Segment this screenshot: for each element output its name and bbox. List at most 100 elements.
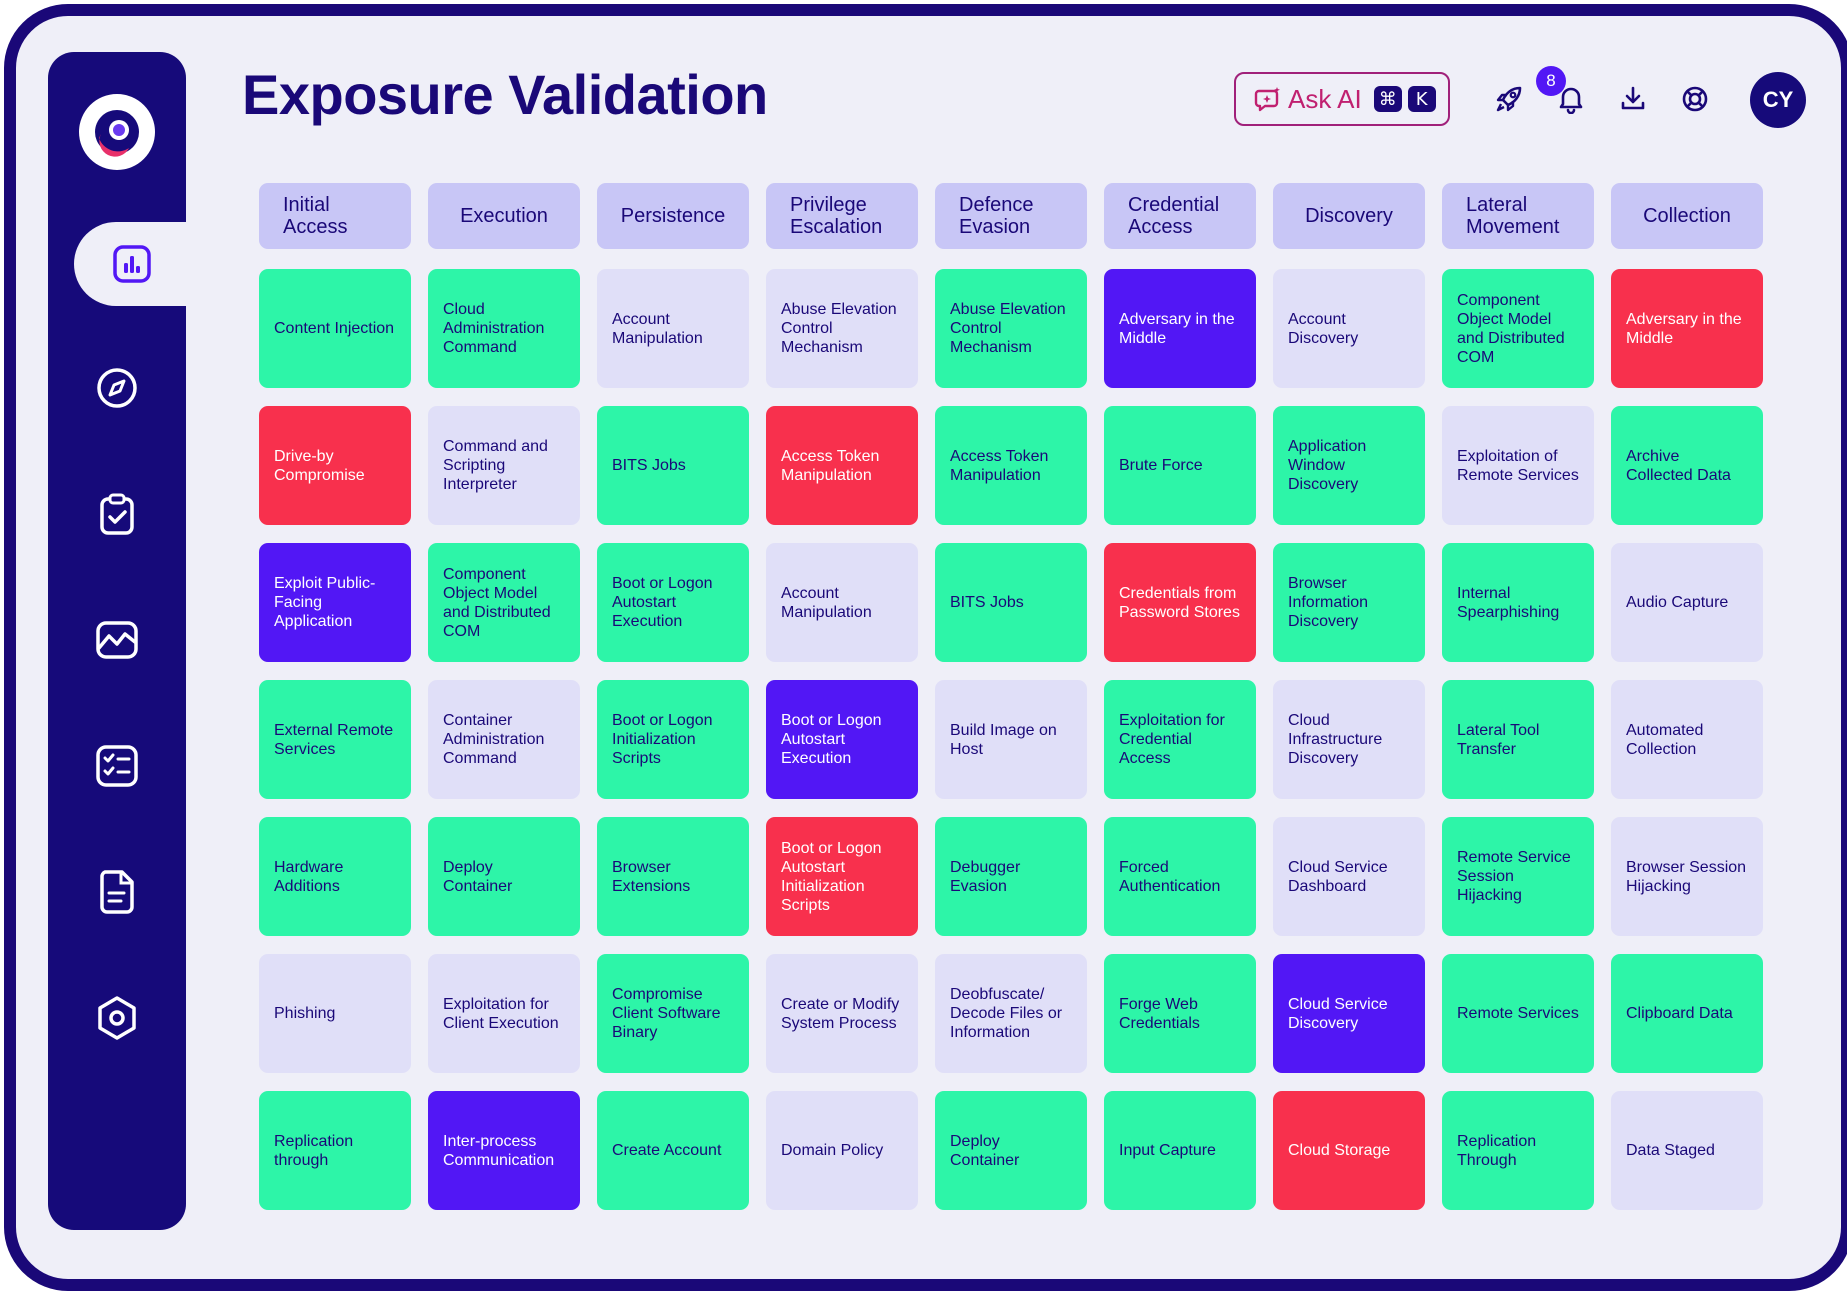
tactic-header[interactable]: Discovery bbox=[1273, 183, 1425, 249]
logo-icon bbox=[79, 94, 155, 170]
technique-cell[interactable]: Boot or Logon Autostart Execution bbox=[597, 543, 749, 662]
technique-cell[interactable]: Content Injection bbox=[259, 269, 411, 388]
technique-cell[interactable]: Browser Information Discovery bbox=[1273, 543, 1425, 662]
technique-cell[interactable]: Container Administration Command bbox=[428, 680, 580, 799]
technique-cell[interactable]: Access Token Manipulation bbox=[935, 406, 1087, 525]
ask-ai-label: Ask AI bbox=[1288, 84, 1362, 115]
technique-cell[interactable]: Account Manipulation bbox=[766, 543, 918, 662]
technique-cell[interactable]: Inter-process Communication bbox=[428, 1091, 580, 1210]
technique-cell[interactable]: Exploitation for Credential Access bbox=[1104, 680, 1256, 799]
ask-ai-button[interactable]: Ask AI ⌘ K bbox=[1234, 72, 1450, 126]
technique-cell[interactable]: Drive-by Compromise bbox=[259, 406, 411, 525]
technique-cell[interactable]: Cloud Service Discovery bbox=[1273, 954, 1425, 1073]
technique-cell[interactable]: Application Window Discovery bbox=[1273, 406, 1425, 525]
technique-cell[interactable]: Create Account bbox=[597, 1091, 749, 1210]
tactic-header[interactable]: Initial Access bbox=[259, 183, 411, 249]
technique-cell[interactable]: Cloud Infrastructure Discovery bbox=[1273, 680, 1425, 799]
shortcut-key-cmd: ⌘ bbox=[1374, 86, 1402, 112]
help-button[interactable] bbox=[1674, 78, 1716, 120]
technique-cell[interactable]: Account Discovery bbox=[1273, 269, 1425, 388]
technique-cell[interactable]: Replication Through bbox=[1442, 1091, 1594, 1210]
user-avatar[interactable]: CY bbox=[1750, 72, 1806, 128]
tactic-column: Lateral Movement Component Object Model a… bbox=[1442, 183, 1594, 1228]
technique-cell[interactable]: Browser Extensions bbox=[597, 817, 749, 936]
line-chart-icon bbox=[95, 618, 139, 662]
technique-cell[interactable]: Exploitation for Client Execution bbox=[428, 954, 580, 1073]
technique-cell[interactable]: Data Staged bbox=[1611, 1091, 1763, 1210]
technique-cell[interactable]: Forge Web Credentials bbox=[1104, 954, 1256, 1073]
tactic-header[interactable]: Credential Access bbox=[1104, 183, 1256, 249]
technique-cell[interactable]: Deploy Container bbox=[428, 817, 580, 936]
sidebar-item-checklist[interactable] bbox=[48, 724, 186, 808]
technique-cell[interactable]: Cloud Service Dashboard bbox=[1273, 817, 1425, 936]
technique-cell[interactable]: Credentials from Password Stores bbox=[1104, 543, 1256, 662]
technique-cell[interactable]: Boot or Logon Autostart Initialization S… bbox=[766, 817, 918, 936]
technique-cell[interactable]: Cloud Administration Command bbox=[428, 269, 580, 388]
technique-cell[interactable]: Abuse Elevation Control Mechanism bbox=[766, 269, 918, 388]
technique-cell[interactable]: Internal Spearphishing bbox=[1442, 543, 1594, 662]
technique-cell[interactable]: BITS Jobs bbox=[935, 543, 1087, 662]
technique-cell[interactable]: Deobfuscate/ Decode Files or Information bbox=[935, 954, 1087, 1073]
technique-cell[interactable]: Remote Service Session Hijacking bbox=[1442, 817, 1594, 936]
technique-cell[interactable]: Forced Authentication bbox=[1104, 817, 1256, 936]
technique-cell[interactable]: Input Capture bbox=[1104, 1091, 1256, 1210]
tactic-header[interactable]: Persistence bbox=[597, 183, 749, 249]
technique-cell[interactable]: External Remote Services bbox=[259, 680, 411, 799]
technique-cell[interactable]: Component Object Model and Distributed C… bbox=[1442, 269, 1594, 388]
technique-cell[interactable]: Debugger Evasion bbox=[935, 817, 1087, 936]
technique-cell[interactable]: Command and Scripting Interpreter bbox=[428, 406, 580, 525]
technique-cell[interactable]: Account Manipulation bbox=[597, 269, 749, 388]
ai-chat-icon bbox=[1254, 85, 1282, 113]
technique-cell[interactable]: Boot or Logon Autostart Execution bbox=[766, 680, 918, 799]
technique-cell[interactable]: Domain Policy bbox=[766, 1091, 918, 1210]
tactic-column: Initial Access Content Injection Drive-by … bbox=[259, 183, 411, 1228]
technique-cell[interactable]: Compromise Client Software Binary bbox=[597, 954, 749, 1073]
chart-icon bbox=[112, 244, 152, 284]
download-button[interactable] bbox=[1612, 78, 1654, 120]
sidebar-item-dashboard[interactable] bbox=[74, 222, 194, 306]
sidebar-item-analytics[interactable] bbox=[48, 598, 186, 682]
tactic-column: Credential Access Adversary in the Middle… bbox=[1104, 183, 1256, 1228]
tactic-header[interactable]: Collection bbox=[1611, 183, 1763, 249]
technique-cell[interactable]: Boot or Logon Initialization Scripts bbox=[597, 680, 749, 799]
sidebar-item-tasks[interactable] bbox=[48, 472, 186, 556]
tactic-header[interactable]: Privilege Escalation bbox=[766, 183, 918, 249]
page-title: Exposure Validation bbox=[242, 62, 768, 127]
app-logo[interactable] bbox=[79, 94, 155, 170]
technique-cell[interactable]: Lateral Tool Transfer bbox=[1442, 680, 1594, 799]
technique-cell[interactable]: Adversary in the Middle bbox=[1104, 269, 1256, 388]
sidebar-item-settings[interactable] bbox=[48, 976, 186, 1060]
technique-cell[interactable]: Audio Capture bbox=[1611, 543, 1763, 662]
attack-matrix: Initial Access Content Injection Drive-by … bbox=[259, 183, 1763, 1228]
technique-cell[interactable]: Component Object Model and Distributed C… bbox=[428, 543, 580, 662]
tactic-header[interactable]: Defence Evasion bbox=[935, 183, 1087, 249]
technique-cell[interactable]: Abuse Elevation Control Mechanism bbox=[935, 269, 1087, 388]
technique-cell[interactable]: Remote Services bbox=[1442, 954, 1594, 1073]
launch-button[interactable] bbox=[1488, 78, 1530, 120]
technique-cell[interactable]: Phishing bbox=[259, 954, 411, 1073]
sidebar bbox=[48, 52, 186, 1230]
sidebar-item-explore[interactable] bbox=[48, 346, 186, 430]
tactic-header[interactable]: Execution bbox=[428, 183, 580, 249]
download-icon bbox=[1618, 84, 1648, 114]
technique-cell[interactable]: Deploy Container bbox=[935, 1091, 1087, 1210]
technique-cell[interactable]: Hardware Additions bbox=[259, 817, 411, 936]
technique-cell[interactable]: Create or Modify System Process bbox=[766, 954, 918, 1073]
technique-cell[interactable]: Clipboard Data bbox=[1611, 954, 1763, 1073]
technique-cell[interactable]: Browser Session Hijacking bbox=[1611, 817, 1763, 936]
technique-cell[interactable]: Brute Force bbox=[1104, 406, 1256, 525]
technique-cell[interactable]: Cloud Storage bbox=[1273, 1091, 1425, 1210]
tactic-header[interactable]: Lateral Movement bbox=[1442, 183, 1594, 249]
technique-cell[interactable]: Replication through bbox=[259, 1091, 411, 1210]
technique-cell[interactable]: Adversary in the Middle bbox=[1611, 269, 1763, 388]
technique-cell[interactable]: Build Image on Host bbox=[935, 680, 1087, 799]
shortcut-key-k: K bbox=[1408, 86, 1436, 112]
technique-cell[interactable]: Exploit Public-Facing Application bbox=[259, 543, 411, 662]
tactic-column: Defence Evasion Abuse Elevation Control M… bbox=[935, 183, 1087, 1228]
technique-cell[interactable]: BITS Jobs bbox=[597, 406, 749, 525]
sidebar-item-reports[interactable] bbox=[48, 850, 186, 934]
technique-cell[interactable]: Exploitation of Remote Services bbox=[1442, 406, 1594, 525]
technique-cell[interactable]: Automated Collection bbox=[1611, 680, 1763, 799]
technique-cell[interactable]: Archive Collected Data bbox=[1611, 406, 1763, 525]
technique-cell[interactable]: Access Token Manipulation bbox=[766, 406, 918, 525]
